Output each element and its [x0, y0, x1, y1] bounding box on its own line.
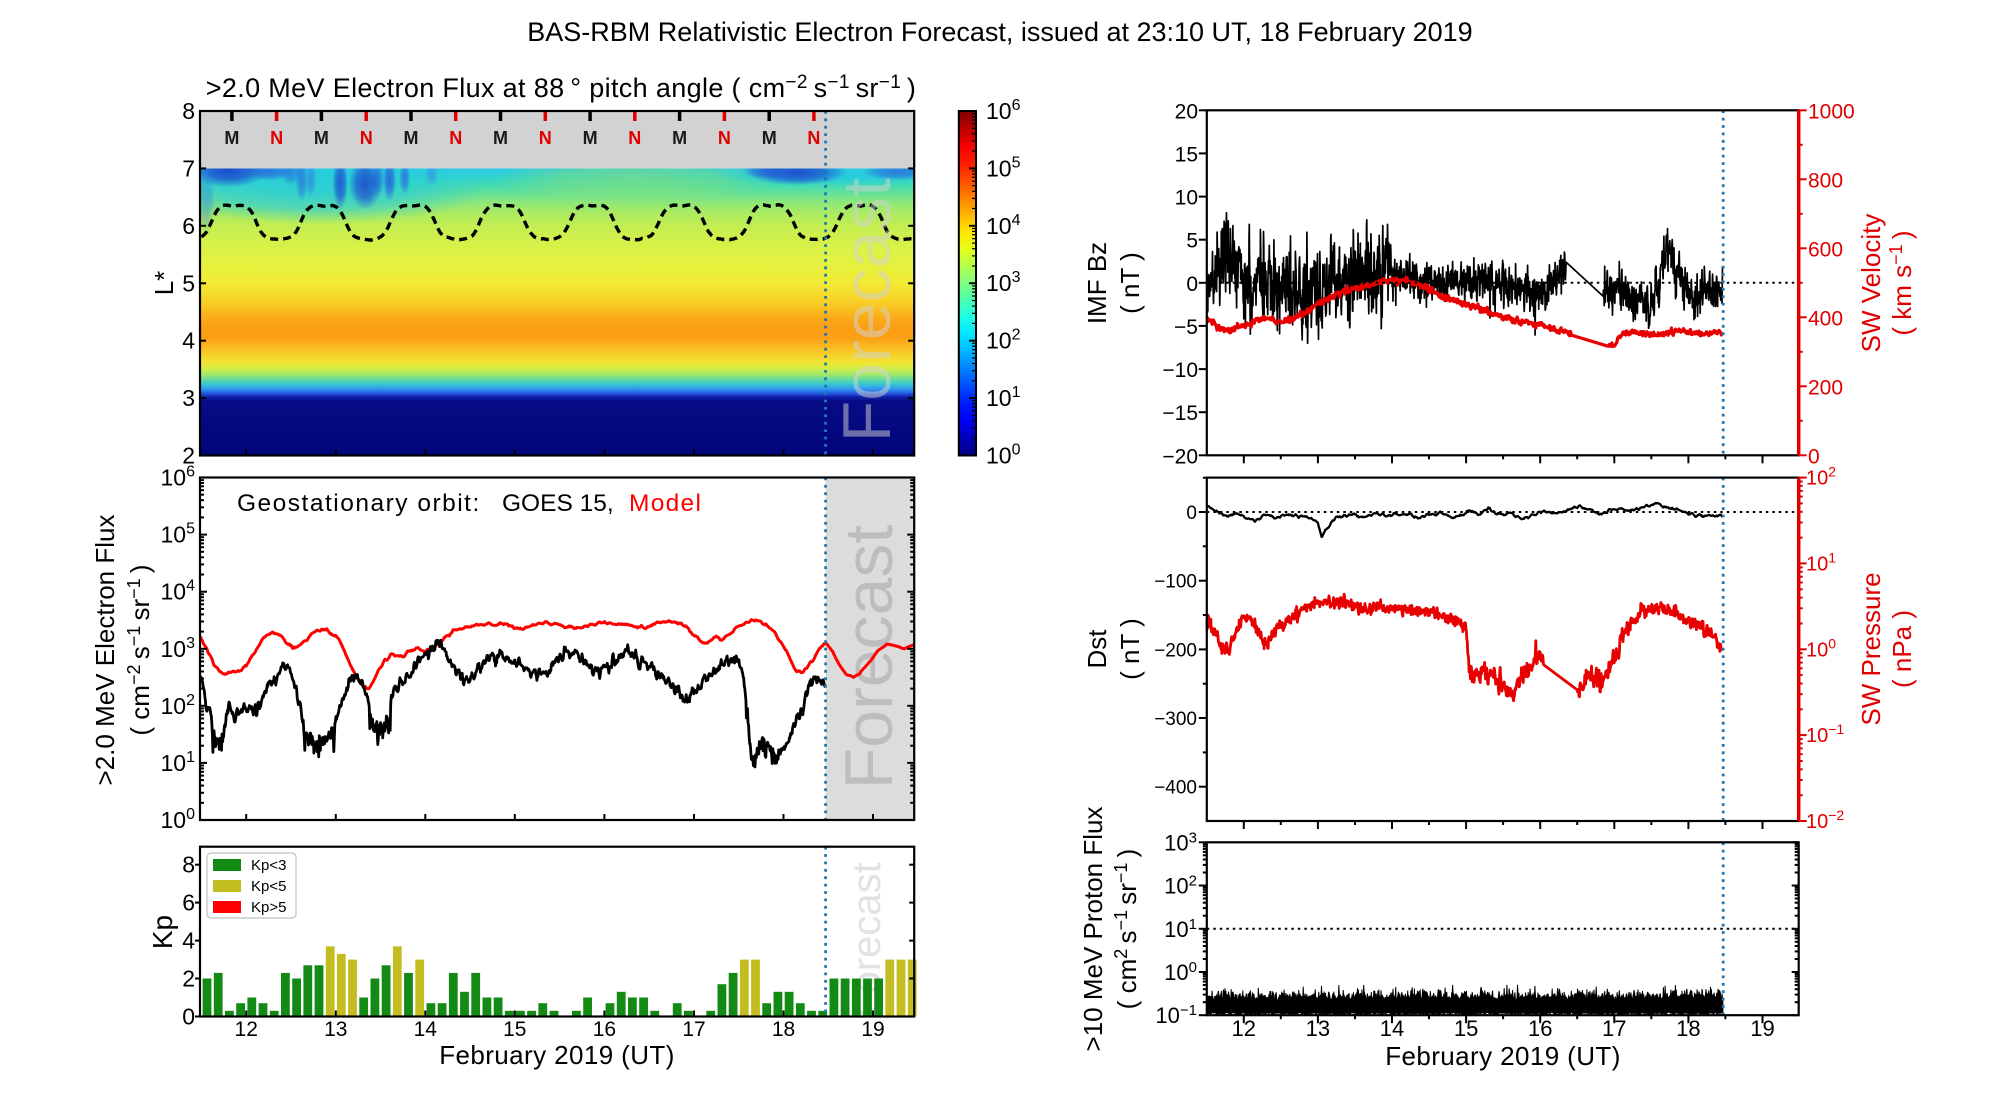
- svg-text:( cm2 s−1 sr−1 ): ( cm2 s−1 sr−1 ): [1111, 849, 1142, 1010]
- svg-text:20: 20: [1175, 100, 1198, 123]
- svg-text:6: 6: [182, 890, 195, 916]
- svg-text:15: 15: [1175, 143, 1198, 166]
- svg-text:N: N: [270, 128, 283, 148]
- svg-text:February 2019 (UT): February 2019 (UT): [439, 1040, 675, 1070]
- svg-text:12: 12: [235, 1018, 258, 1041]
- svg-text:101: 101: [1164, 916, 1197, 942]
- svg-text:13: 13: [324, 1018, 347, 1041]
- svg-text:100: 100: [1164, 959, 1197, 985]
- svg-text:Forecast: Forecast: [831, 525, 907, 790]
- svg-text:2: 2: [182, 966, 195, 992]
- svg-text:N: N: [449, 128, 462, 148]
- svg-text:200: 200: [1808, 376, 1843, 399]
- svg-text:M: M: [404, 128, 419, 148]
- svg-text:−5: −5: [1174, 316, 1198, 339]
- svg-text:0: 0: [1186, 503, 1197, 524]
- svg-text:2: 2: [182, 443, 195, 469]
- svg-text:M: M: [314, 128, 329, 148]
- svg-text:−400: −400: [1154, 778, 1197, 799]
- svg-text:−200: −200: [1154, 640, 1197, 661]
- svg-text:M: M: [762, 128, 777, 148]
- svg-text:>2.0 MeV Electron Flux: >2.0 MeV Electron Flux: [90, 515, 120, 786]
- svg-text:0: 0: [1186, 273, 1198, 296]
- svg-text:8: 8: [182, 98, 195, 124]
- svg-text:5: 5: [1186, 230, 1198, 253]
- svg-text:L*: L*: [149, 271, 179, 296]
- svg-text:7: 7: [182, 155, 195, 181]
- svg-text:M: M: [672, 128, 687, 148]
- svg-text:N: N: [807, 128, 820, 148]
- svg-text:−100: −100: [1154, 572, 1197, 593]
- svg-text:BAS-RBM Relativistic Electron: BAS-RBM Relativistic Electron Forecast, …: [527, 17, 1472, 47]
- svg-text:>10 MeV Proton Flux: >10 MeV Proton Flux: [1078, 807, 1108, 1052]
- svg-text:17: 17: [1602, 1016, 1626, 1041]
- svg-text:800: 800: [1808, 169, 1843, 192]
- svg-text:( nT ): ( nT ): [1115, 618, 1145, 680]
- svg-text:February 2019 (UT): February 2019 (UT): [1385, 1041, 1621, 1071]
- svg-text:Kp: Kp: [147, 915, 178, 949]
- svg-text:18: 18: [772, 1018, 795, 1041]
- svg-text:SW Velocity: SW Velocity: [1856, 214, 1886, 353]
- svg-text:10: 10: [1175, 187, 1198, 210]
- svg-text:4: 4: [182, 928, 195, 954]
- svg-text:Kp>5: Kp>5: [251, 899, 286, 916]
- svg-text:( nPa ): ( nPa ): [1887, 610, 1917, 688]
- svg-text:19: 19: [861, 1018, 884, 1041]
- svg-text:5: 5: [182, 270, 195, 296]
- svg-text:( km s−1 ): ( km s−1 ): [1886, 230, 1917, 335]
- svg-text:GOES 15,: GOES 15,: [502, 490, 614, 517]
- svg-text:N: N: [718, 128, 731, 148]
- svg-text:4: 4: [182, 328, 195, 354]
- svg-text:10−2: 10−2: [1806, 807, 1844, 833]
- svg-text:1000: 1000: [1808, 100, 1855, 123]
- svg-text:400: 400: [1808, 307, 1843, 330]
- svg-text:−15: −15: [1162, 402, 1198, 425]
- svg-text:10−1: 10−1: [1155, 1002, 1197, 1028]
- svg-text:12: 12: [1232, 1016, 1256, 1041]
- svg-text:16: 16: [1528, 1016, 1552, 1041]
- svg-text:600: 600: [1808, 238, 1843, 261]
- svg-text:102: 102: [161, 692, 196, 719]
- svg-text:15: 15: [503, 1018, 526, 1041]
- svg-text:Kp<5: Kp<5: [251, 878, 286, 895]
- svg-text:N: N: [360, 128, 373, 148]
- svg-text:Dst: Dst: [1082, 629, 1112, 669]
- svg-text:16: 16: [593, 1018, 616, 1041]
- svg-text:14: 14: [414, 1018, 438, 1041]
- svg-text:Geostationary orbit:: Geostationary orbit:: [237, 490, 481, 517]
- svg-text:0: 0: [1808, 445, 1820, 468]
- svg-text:>2.0 MeV Electron Flux at 88 °: >2.0 MeV Electron Flux at 88 ° pitch ang…: [206, 72, 917, 103]
- svg-text:−20: −20: [1162, 445, 1198, 468]
- svg-text:100: 100: [1806, 635, 1836, 661]
- svg-text:( nT ): ( nT ): [1115, 252, 1145, 314]
- svg-text:N: N: [628, 128, 641, 148]
- svg-text:Forecast: Forecast: [829, 178, 905, 443]
- svg-text:IMF Bz: IMF Bz: [1082, 242, 1112, 324]
- svg-text:18: 18: [1676, 1016, 1700, 1041]
- svg-text:0: 0: [182, 1004, 195, 1030]
- svg-text:−300: −300: [1154, 709, 1197, 730]
- svg-text:17: 17: [682, 1018, 705, 1041]
- svg-text:Kp<3: Kp<3: [251, 857, 286, 874]
- svg-text:Model: Model: [629, 490, 702, 517]
- svg-text:SW Pressure: SW Pressure: [1856, 572, 1886, 725]
- svg-text:14: 14: [1380, 1016, 1404, 1041]
- svg-text:8: 8: [182, 852, 195, 878]
- svg-text:M: M: [224, 128, 239, 148]
- svg-text:13: 13: [1306, 1016, 1330, 1041]
- svg-text:6: 6: [182, 213, 195, 239]
- svg-text:3: 3: [182, 385, 195, 411]
- svg-text:−10: −10: [1162, 359, 1198, 382]
- svg-text:M: M: [493, 128, 508, 148]
- svg-text:19: 19: [1750, 1016, 1774, 1041]
- svg-text:M: M: [583, 128, 598, 148]
- svg-text:15: 15: [1454, 1016, 1478, 1041]
- svg-text:N: N: [539, 128, 552, 148]
- svg-text:( cm−2 s−1 sr−1 ): ( cm−2 s−1 sr−1 ): [124, 564, 155, 735]
